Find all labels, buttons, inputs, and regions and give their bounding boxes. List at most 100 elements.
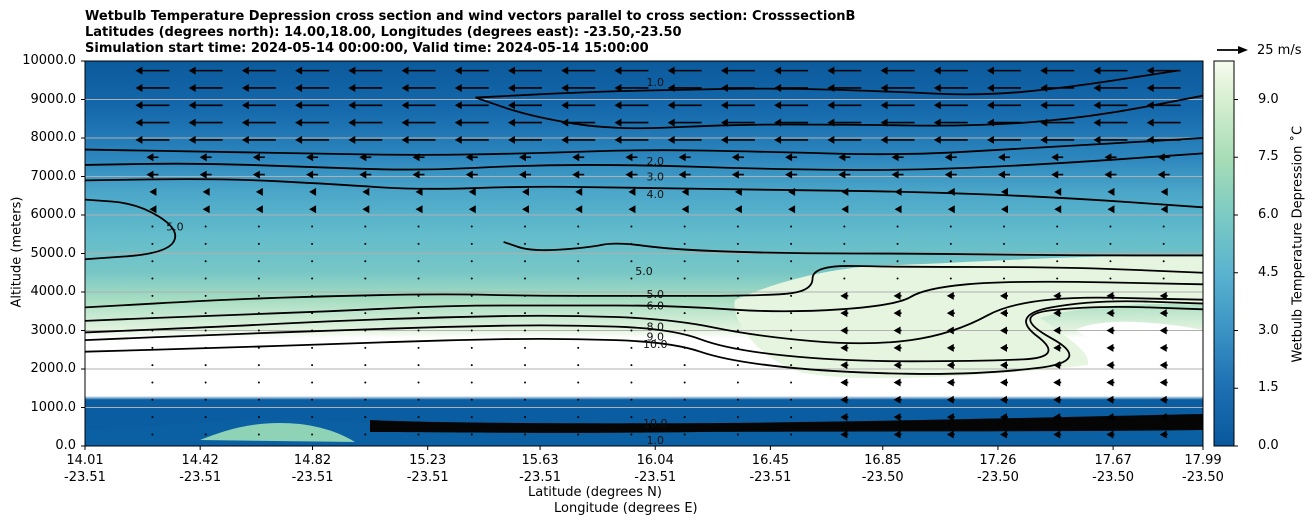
wind-vector: [188, 66, 223, 75]
wind-vector: [736, 329, 739, 332]
wind-vector: [1159, 343, 1168, 352]
wind-vector: [1003, 225, 1006, 228]
wind-vector: [843, 242, 846, 245]
wind-vector: [1056, 260, 1059, 263]
wind-vector: [630, 277, 633, 280]
wind-vector: [1000, 430, 1009, 439]
wind-vector: [257, 294, 260, 297]
x-tick-label-lat: 16.85: [864, 453, 902, 468]
wind-vector: [362, 187, 370, 196]
wind-vector: [204, 225, 207, 228]
wind-vector: [1109, 242, 1112, 245]
contour-label: 5.0: [646, 288, 664, 301]
wind-vector: [1054, 205, 1062, 214]
wind-vector: [417, 416, 420, 419]
wind-vector: [987, 83, 1022, 92]
wind-vector: [731, 153, 744, 162]
wind-vector: [1093, 66, 1128, 75]
wind-vector: [241, 83, 276, 92]
wind-vector: [465, 153, 478, 162]
wind-vector: [561, 66, 596, 75]
x-axis-title-lon: Longitude (degrees E): [554, 501, 698, 516]
wind-vector: [614, 83, 649, 92]
wind-vector: [1162, 242, 1165, 245]
wind-vector: [523, 346, 526, 349]
wind-vector: [667, 83, 702, 92]
wind-vector: [454, 135, 489, 144]
x-tick-label-lon: -23.51: [634, 470, 677, 485]
wind-vector: [1159, 413, 1168, 422]
wind-vector: [1104, 170, 1117, 179]
wind-vector: [731, 170, 744, 179]
wind-vector: [1003, 242, 1006, 245]
wind-vector: [736, 294, 739, 297]
wind-vector: [683, 277, 686, 280]
x-tick-label-lon: -23.51: [749, 470, 792, 485]
wind-vector: [946, 395, 955, 404]
wind-vector: [348, 101, 383, 110]
wind-vector: [683, 433, 686, 436]
wind-vector: [1051, 170, 1064, 179]
wind-vector: [843, 277, 846, 280]
wind-vector: [894, 205, 902, 214]
wind-vector: [838, 170, 851, 179]
wind-vector: [720, 135, 755, 144]
wind-vector: [880, 83, 915, 92]
wind-vector: [1040, 66, 1075, 75]
wind-vector: [630, 294, 633, 297]
wind-vector: [364, 242, 367, 245]
wind-vector: [204, 294, 207, 297]
y-tick-label: 7000.0: [30, 168, 77, 184]
wind-vector: [840, 413, 849, 422]
wind-vector: [987, 66, 1022, 75]
wind-vector: [1000, 309, 1009, 318]
wind-vector: [295, 118, 330, 127]
wind-vector: [401, 83, 436, 92]
wind-vector: [1056, 277, 1059, 280]
wind-vector: [470, 381, 473, 384]
wind-vector: [151, 294, 154, 297]
wind-vector: [1053, 309, 1062, 318]
wind-vector: [561, 118, 596, 127]
title-line-1: Wetbulb Temperature Depression cross sec…: [85, 9, 856, 24]
wind-vector: [412, 170, 425, 179]
wind-vector: [257, 416, 260, 419]
wind-vector: [736, 312, 739, 315]
wind-vector: [202, 187, 210, 196]
wind-vector: [946, 291, 955, 300]
wind-vector: [1003, 260, 1006, 263]
wind-vector: [785, 170, 798, 179]
wind-vector: [790, 329, 793, 332]
x-tick-label-lat: 17.67: [1094, 453, 1132, 468]
wind-vector: [1162, 277, 1165, 280]
title-line-2: Latitudes (degrees north): 14.00,18.00, …: [85, 25, 682, 40]
wind-vector: [1053, 343, 1062, 352]
wind-vector: [893, 291, 902, 300]
wind-vector: [790, 277, 793, 280]
wind-vector: [470, 433, 473, 436]
contour-label: 1.0: [646, 76, 664, 89]
y-tick-label: 2000.0: [30, 361, 77, 376]
wind-vector: [204, 381, 207, 384]
wind-vector: [151, 225, 154, 228]
wind-vector: [577, 433, 580, 436]
wind-vector: [199, 153, 212, 162]
wind-vector: [523, 398, 526, 401]
wind-vector: [306, 170, 319, 179]
wind-vector: [470, 364, 473, 367]
wind-vector: [894, 187, 902, 196]
contour-fill-white-tongue: [1075, 321, 1203, 372]
contour-labels: 1.02.03.04.05.05.05.06.08.09.010.010.01.…: [166, 76, 667, 446]
wind-vector: [188, 118, 223, 127]
wind-vector: [401, 66, 436, 75]
wind-vector: [896, 277, 899, 280]
wind-vector: [840, 378, 849, 387]
wind-vector: [683, 381, 686, 384]
contour-label: 4.0: [646, 188, 664, 201]
wind-vector: [1159, 430, 1168, 439]
wind-vector: [523, 242, 526, 245]
wind-vector: [1159, 361, 1168, 370]
wind-vector: [614, 66, 649, 75]
wind-vector: [827, 83, 862, 92]
wind-vector: [364, 312, 367, 315]
